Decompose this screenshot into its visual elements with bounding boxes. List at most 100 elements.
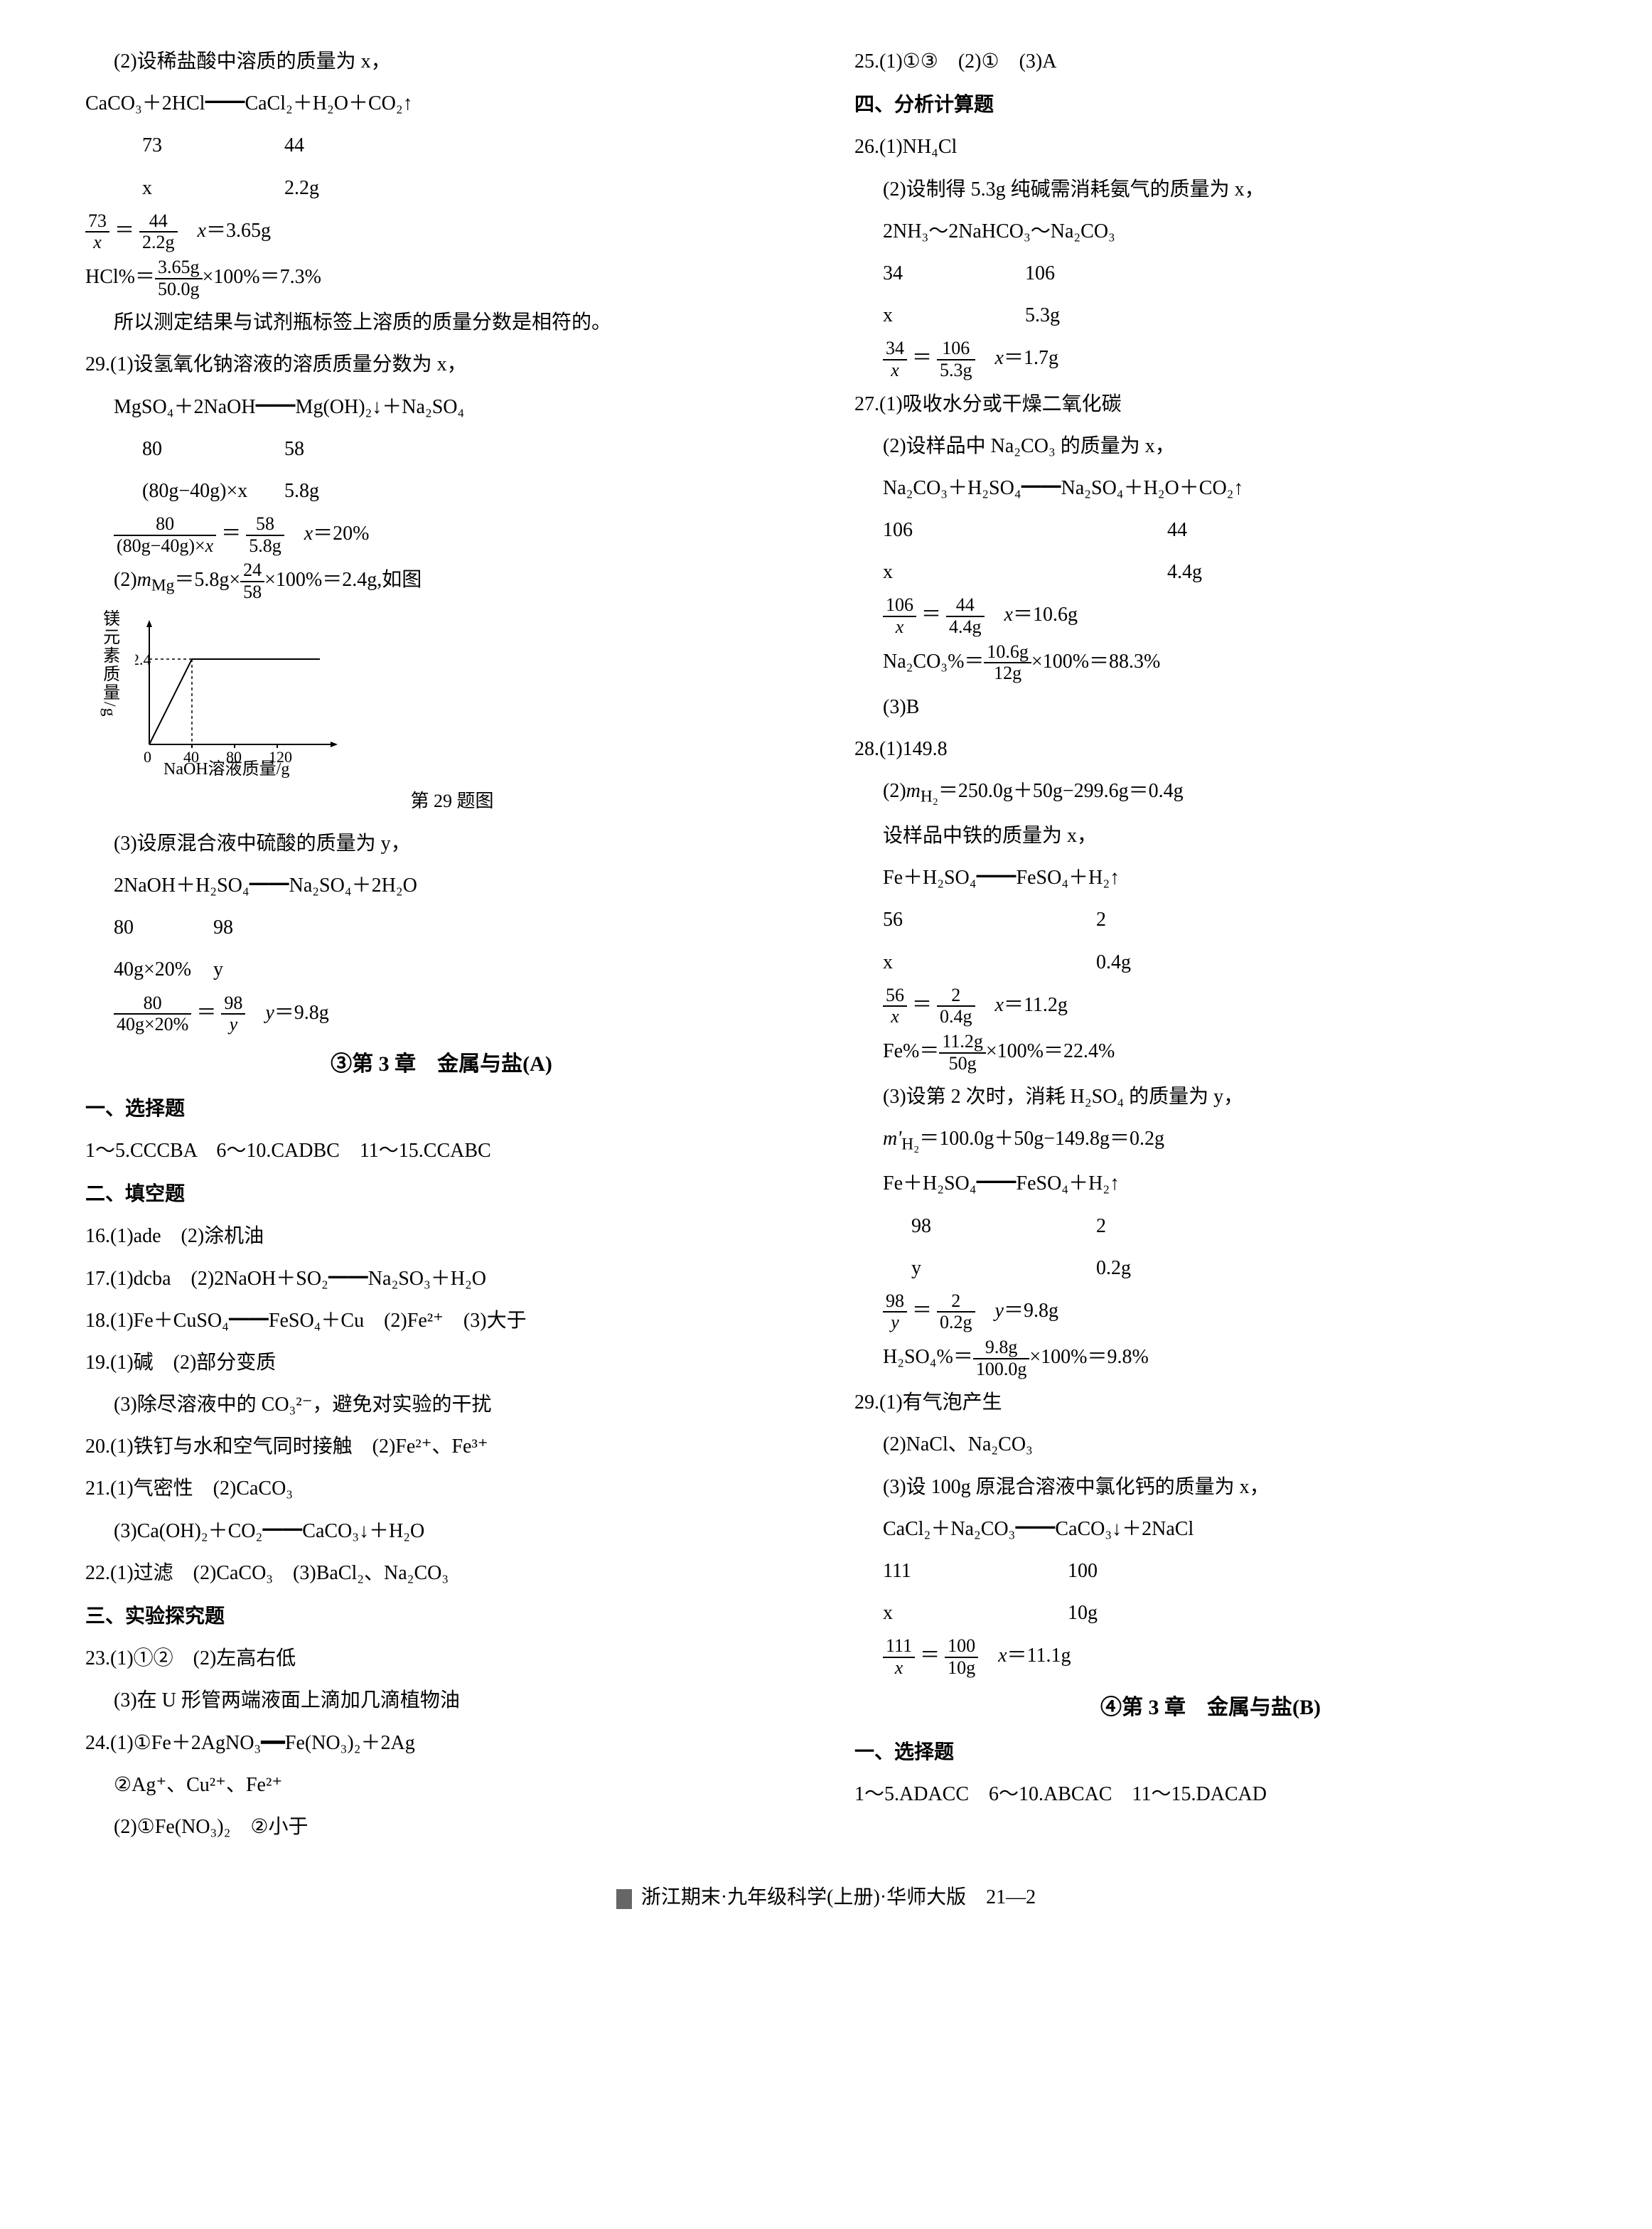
right-column: 25.(1)①③ (2)① (3)A 四、分析计算题 26.(1)NH₄Cl (…: [854, 43, 1567, 1850]
value: (80g−40g)×x: [142, 472, 284, 510]
text-line: 设样品中铁的质量为 x，: [854, 817, 1567, 855]
value: y: [911, 1249, 1096, 1287]
page-footer: 浙江期末·九年级科学(上册)·华师大版 21—2: [85, 1878, 1567, 1916]
value: x: [883, 553, 1167, 591]
fraction-line: Na₂CO₃%＝10.6g12g×100%＝88.3%: [854, 642, 1567, 684]
value: 106: [1025, 255, 1055, 292]
text-line: (3)设 100g 原混合溶液中氯化钙的质量为 x，: [854, 1468, 1567, 1506]
stoich-row: 73 44: [85, 127, 798, 164]
answer-line: 20.(1)铁钉与水和空气同时接触 (2)Fe²⁺、Fe³⁺: [85, 1428, 798, 1465]
value: 44: [1167, 511, 1187, 549]
answer-line: 26.(1)NH₄Cl: [854, 128, 1567, 166]
text-line: (3)设原混合液中硫酸的质量为 y，: [85, 825, 798, 862]
answer-line: 19.(1)碱 (2)部分变质: [85, 1344, 798, 1381]
value: x: [883, 944, 1096, 981]
stoich-row: 56 2: [854, 901, 1567, 939]
value: 106: [883, 511, 1167, 549]
text-line: (2)设制得 5.3g 纯碱需消耗氨气的质量为 x，: [854, 171, 1567, 208]
fraction-line: 56x ＝ 20.4g x＝11.2g: [854, 985, 1567, 1027]
value: 111: [883, 1552, 1068, 1590]
value: 58: [284, 430, 304, 468]
fraction-line: 73x ＝ 442.2g x＝3.65g: [85, 211, 798, 253]
value: x: [142, 169, 284, 207]
answer-line: 28.(1)149.8: [854, 730, 1567, 768]
answer-line: 27.(1)吸收水分或干燥二氧化碳: [854, 385, 1567, 423]
stoich-row: 34 106: [854, 255, 1567, 292]
value: 80: [114, 909, 213, 946]
value: 2.2g: [284, 169, 319, 207]
stoich-row: 98 2: [854, 1207, 1567, 1245]
value: 56: [883, 901, 1096, 939]
section-title: ③第 3 章 金属与盐(A): [85, 1044, 798, 1084]
equation: MgSO₄＋2NaOH━━Mg(OH)₂↓＋Na₂SO₄: [85, 388, 798, 426]
equation: 2NH₃～2NaHCO₃～Na₂CO₃: [854, 213, 1567, 250]
value: 2: [1096, 901, 1106, 939]
stoich-row: x 4.4g: [854, 553, 1567, 591]
text-line: (2)mH₂＝250.0g＋50g−299.6g＝0.4g: [854, 772, 1567, 813]
heading: 二、填空题: [85, 1175, 798, 1213]
y-arrow-icon: [146, 620, 152, 627]
value: 44: [284, 127, 304, 164]
fraction-line: 111x ＝ 10010g x＝11.1g: [854, 1636, 1567, 1678]
fraction-line: Fe%＝11.2g50g×100%＝22.4%: [854, 1032, 1567, 1074]
value: 98: [213, 909, 233, 946]
fraction-line: HCl%＝3.65g50.0g×100%＝7.3%: [85, 257, 798, 299]
page-container: (2)设稀盐酸中溶质的质量为 x， CaCO₃＋2HCl━━CaCl₂＋H₂O＋…: [85, 43, 1567, 1850]
stoich-row: x 2.2g: [85, 169, 798, 207]
chart-svg: 2.4 0 40 80 120: [135, 616, 348, 773]
answer-line: (3)除尽溶液中的 CO₃²⁻，避免对实验的干扰: [85, 1386, 798, 1423]
text-line: 29.(1)设氢氧化钠溶液的溶质质量分数为 x，: [85, 346, 798, 383]
value: 100: [1068, 1552, 1098, 1590]
chart-x-label: NaOH溶液质量/g: [163, 754, 289, 786]
equation: 2NaOH＋H₂SO₄━━Na₂SO₄＋2H₂O: [85, 867, 798, 904]
answer-line: 21.(1)气密性 (2)CaCO₃: [85, 1470, 798, 1507]
value: 0.4g: [1096, 944, 1131, 981]
answer-line: 16.(1)ade (2)涂机油: [85, 1217, 798, 1255]
footer-text: 浙江期末·九年级科学(上册)·华师大版 21—2: [641, 1886, 1036, 1908]
value: x: [883, 296, 1025, 334]
answer-line: (2)NaCl、Na₂CO₃: [854, 1426, 1567, 1463]
fraction-line: 80(80g−40g)×x ＝ 585.8g x＝20%: [85, 514, 798, 556]
footer-box-icon: [616, 1889, 632, 1909]
fraction-line: (2)mMg＝5.8g×2458×100%＝2.4g,如图: [85, 560, 798, 602]
left-column: (2)设稀盐酸中溶质的质量为 x， CaCO₃＋2HCl━━CaCl₂＋H₂O＋…: [85, 43, 798, 1850]
value: 73: [142, 127, 284, 164]
stoich-row: 40g×20% y: [85, 951, 798, 988]
answer-line: 1～5.ADACC 6～10.ABCAC 11～15.DACAD: [854, 1775, 1567, 1813]
fraction-line: H₂SO₄%＝9.8g100.0g×100%＝9.8%: [854, 1337, 1567, 1379]
value: 40g×20%: [114, 951, 213, 988]
fraction-line: 98y ＝ 20.2g y＝9.8g: [854, 1291, 1567, 1333]
fraction-line: 34x ＝ 1065.3g x＝1.7g: [854, 338, 1567, 380]
stoich-row: x 0.4g: [854, 944, 1567, 981]
stoich-row: 80 58: [85, 430, 798, 468]
answer-line: (3)B: [854, 688, 1567, 726]
fraction-line: 8040g×20% ＝ 98y y＝9.8g: [85, 993, 798, 1035]
answer-line: 22.(1)过滤 (2)CaCO₃ (3)BaCl₂、Na₂CO₃: [85, 1554, 798, 1592]
stoich-row: y 0.2g: [854, 1249, 1567, 1287]
value: 80: [142, 430, 284, 468]
answer-line: 29.(1)有气泡产生: [854, 1384, 1567, 1421]
text-line: m'H₂＝100.0g＋50g−149.8g＝0.2g: [854, 1120, 1567, 1160]
answer-line: ②Ag⁺、Cu²⁺、Fe²⁺: [85, 1766, 798, 1804]
chart-y-label: 镁元素质量/g: [92, 609, 125, 718]
answer-line: 18.(1)Fe＋CuSO₄━━FeSO₄＋Cu (2)Fe²⁺ (3)大于: [85, 1302, 798, 1340]
stoich-row: x 10g: [854, 1594, 1567, 1632]
chart-q29: 镁元素质量/g 2.4 0 40 80 120 NaOH溶液质量/g: [100, 609, 341, 780]
heading: 三、实验探究题: [85, 1598, 798, 1635]
answer-line: (3)在 U 形管两端液面上滴加几滴植物油: [85, 1682, 798, 1719]
value: x: [883, 1594, 1068, 1632]
x-tick: 0: [144, 748, 151, 766]
stoich-row: 111 100: [854, 1552, 1567, 1590]
stoich-row: 106 44: [854, 511, 1567, 549]
heading: 一、选择题: [854, 1733, 1567, 1771]
answer-line: 25.(1)①③ (2)① (3)A: [854, 43, 1567, 80]
text-line: 所以测定结果与试剂瓶标签上溶质的质量分数是相符的。: [85, 304, 798, 341]
equation: CaCO₃＋2HCl━━CaCl₂＋H₂O＋CO₂↑: [85, 85, 798, 122]
equation: Fe＋H₂SO₄━━FeSO₄＋H₂↑: [854, 859, 1567, 897]
x-arrow-icon: [331, 742, 338, 747]
fraction-line: 106x ＝ 444.4g x＝10.6g: [854, 595, 1567, 637]
text-line: (2)设稀盐酸中溶质的质量为 x，: [85, 43, 798, 80]
chart-line: [149, 659, 320, 744]
value: 34: [883, 255, 1025, 292]
value: y: [213, 951, 223, 988]
